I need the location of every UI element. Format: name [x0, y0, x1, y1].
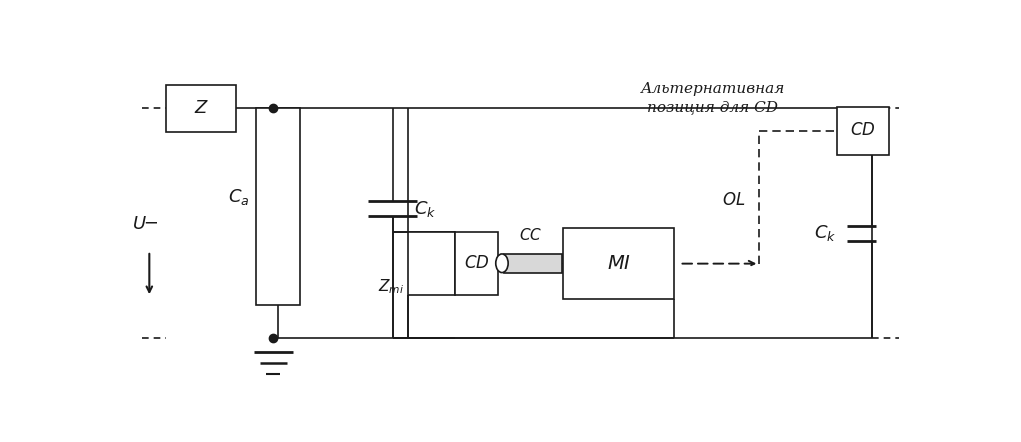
Bar: [454, 232, 498, 295]
Text: $CC$: $CC$: [519, 227, 542, 243]
Ellipse shape: [496, 254, 508, 273]
Bar: [408, 232, 454, 295]
Text: $MI$: $MI$: [606, 255, 631, 273]
Text: Альтернативная
позиция для CD: Альтернативная позиция для CD: [640, 81, 785, 114]
Bar: [837, 107, 888, 155]
Text: $CD$: $CD$: [464, 255, 489, 272]
Bar: [504, 254, 562, 273]
Text: $U$─: $U$─: [132, 215, 157, 233]
Text: $Z$: $Z$: [194, 99, 208, 118]
Text: $C_a$: $C_a$: [228, 187, 249, 207]
Text: $OL$: $OL$: [722, 192, 745, 210]
Text: $CD$: $CD$: [849, 122, 876, 139]
Bar: [255, 108, 300, 305]
Text: $Z_{mi}$: $Z_{mi}$: [378, 277, 404, 296]
Bar: [564, 228, 674, 299]
Bar: [166, 85, 236, 132]
Text: $C_k$: $C_k$: [415, 198, 436, 219]
Text: $C_k$: $C_k$: [815, 223, 837, 243]
